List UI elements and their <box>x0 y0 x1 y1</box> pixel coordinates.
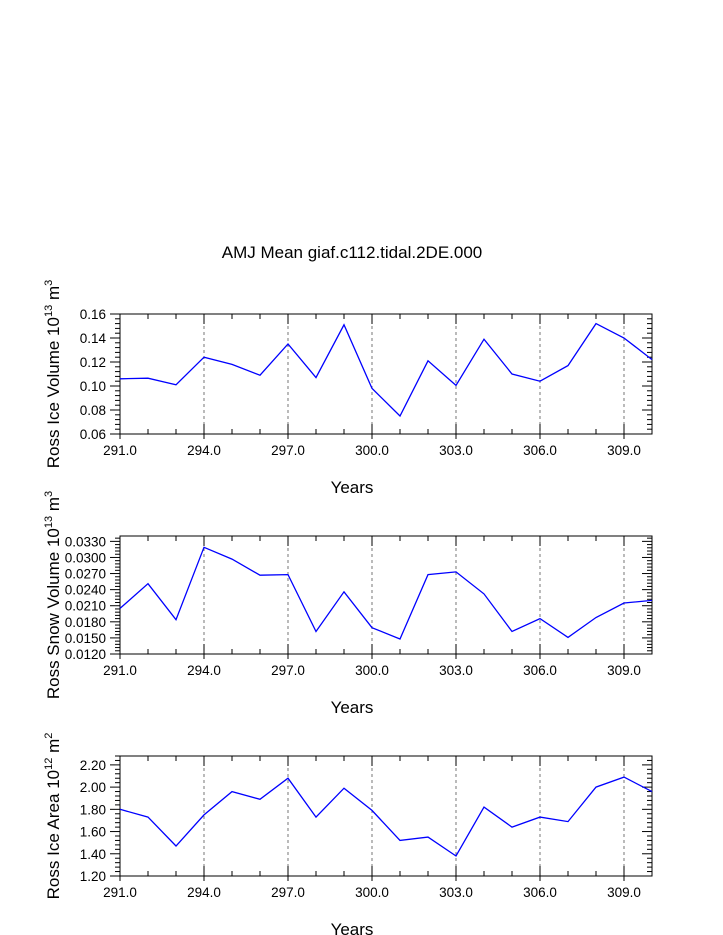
y-tick-label: 0.0240 <box>65 583 106 598</box>
y-axis-label: Ross Snow Volume 1013 m3 <box>43 491 63 699</box>
x-axis-label: Years <box>331 478 374 497</box>
y-tick-label: 0.0210 <box>65 599 106 614</box>
y-axis-label: Ross Ice Volume 1013 m3 <box>43 280 63 468</box>
panel-ross-ice-area: 291.0 294.0 297.0 300.0 303.0 306.0 309.0 1.20 1… <box>43 733 653 935</box>
series-line <box>119 776 653 857</box>
y-tick-label: 2.00 <box>80 780 106 795</box>
y-tick-label: 0.06 <box>80 427 106 442</box>
x-tick-label: 303.0 <box>439 443 473 458</box>
x-tick-label: 300.0 <box>355 885 389 900</box>
y-tick-label: 0.14 <box>80 331 107 346</box>
x-tick-label: 306.0 <box>523 663 557 678</box>
y-tick-label: 1.60 <box>80 825 106 840</box>
x-tick-label: 294.0 <box>187 443 221 458</box>
y-tick-label: 0.08 <box>80 403 106 418</box>
x-tick-label: 309.0 <box>607 885 641 900</box>
x-tick-label: 300.0 <box>355 443 389 458</box>
y-tick-label: 0.0150 <box>65 631 106 646</box>
x-tick-label: 294.0 <box>187 885 221 900</box>
y-tick-label: 2.20 <box>80 758 106 773</box>
y-tick-label: 1.40 <box>80 847 106 862</box>
y-tick-label: 0.12 <box>80 355 106 370</box>
y-tick-label: 0.16 <box>80 307 106 322</box>
y-tick-label: 0.0300 <box>65 550 106 565</box>
x-tick-label: 309.0 <box>607 443 641 458</box>
x-tick-label: 303.0 <box>439 663 473 678</box>
series-line <box>119 546 653 640</box>
x-tick-label: 309.0 <box>607 663 641 678</box>
y-tick-label: 0.10 <box>80 379 106 394</box>
x-tick-label: 291.0 <box>103 443 137 458</box>
x-tick-label: 297.0 <box>271 443 305 458</box>
x-axis-label: Years <box>331 920 374 935</box>
x-tick-label: 306.0 <box>523 443 557 458</box>
plot-frame <box>119 755 653 877</box>
y-tick-label: 0.0120 <box>65 647 106 662</box>
y-axis-label: Ross Ice Area 1012 m2 <box>43 733 63 900</box>
y-tick-label: 0.0180 <box>65 615 106 630</box>
x-tick-label: 300.0 <box>355 663 389 678</box>
plot-frame <box>119 535 653 655</box>
x-tick-label: 294.0 <box>187 663 221 678</box>
y-tick-label: 0.0270 <box>65 567 106 582</box>
x-tick-label: 303.0 <box>439 885 473 900</box>
panel-ross-ice-volume: 291.0 294.0 297.0 300.0 303.0 306.0 309.0 0.06 0… <box>43 280 653 497</box>
y-tick-label: 0.0330 <box>65 534 106 549</box>
plot-frame <box>119 313 653 435</box>
x-tick-label: 297.0 <box>271 885 305 900</box>
x-tick-label: 297.0 <box>271 663 305 678</box>
y-tick-label: 1.80 <box>80 802 106 817</box>
y-tick-label: 1.20 <box>80 869 106 884</box>
x-tick-label: 291.0 <box>103 663 137 678</box>
x-tick-label: 291.0 <box>103 885 137 900</box>
x-tick-label: 306.0 <box>523 885 557 900</box>
x-axis-label: Years <box>331 698 374 717</box>
panel-ross-snow-volume: 291.0 294.0 297.0 300.0 303.0 306.0 309.0 0.012… <box>43 491 653 717</box>
series-line <box>119 322 653 418</box>
chart-title: AMJ Mean giaf.c112.tidal.2DE.000 <box>222 243 483 262</box>
